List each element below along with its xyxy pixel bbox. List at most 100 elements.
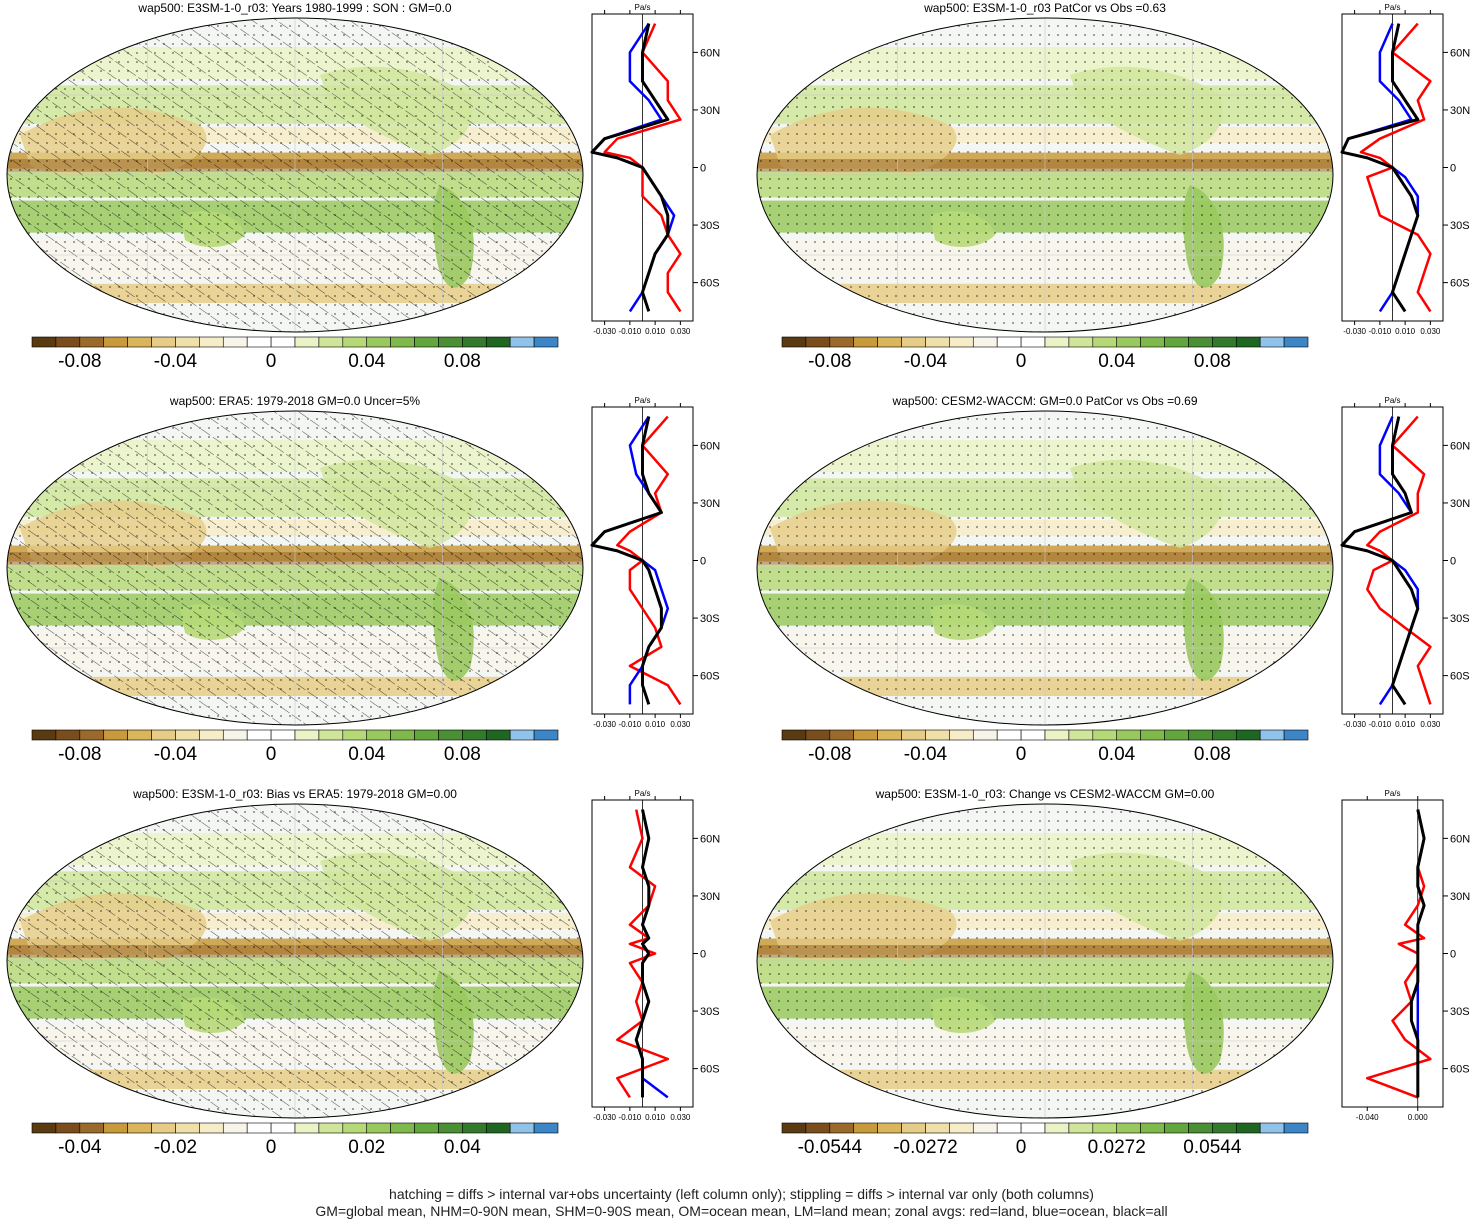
map-title: wap500: E3SM-1-0_r03: Change vs CESM2-WA… <box>875 787 1215 801</box>
zonal-mean-plot: Pa/s 60N 30N 0 30S 60S -0.040 0.000 <box>1341 789 1470 1121</box>
colorbar-swatch <box>79 729 105 741</box>
map-title: wap500: ERA5: 1979-2018 GM=0.0 Uncer=5% <box>169 394 421 408</box>
colorbar-swatch <box>1092 336 1118 348</box>
colorbar-swatch <box>509 729 535 741</box>
zonal-series-ocean <box>1340 23 1420 313</box>
colorbar-swatch <box>151 1122 176 1134</box>
colorbar-swatch <box>199 336 224 348</box>
lat-tick-label: 60N <box>1450 833 1470 845</box>
colorbar-label: -0.04 <box>154 744 198 765</box>
zonal-series-all <box>1340 416 1420 706</box>
zonal-x-tick-label: 0.030 <box>670 327 691 335</box>
zonal-unit-label: Pa/s <box>1384 789 1400 798</box>
colorbar-swatch <box>925 1122 950 1134</box>
colorbar-swatch <box>1283 1122 1309 1134</box>
zonal-series-land <box>1359 22 1432 313</box>
colorbar-swatch <box>1235 336 1261 348</box>
zonal-x-tick-label: -0.010 <box>1369 327 1392 335</box>
colorbar-swatch <box>1116 1122 1141 1134</box>
colorbar-swatch <box>127 336 152 348</box>
colorbar-swatch <box>318 336 344 348</box>
colorbar-swatch <box>925 729 950 741</box>
lat-tick-label: 30N <box>1450 891 1470 903</box>
colorbar-swatch <box>342 1122 368 1134</box>
lat-tick-label: 30N <box>700 498 720 510</box>
panel-p2: wap500: E3SM-1-0_r03 PatCor vs Obs =0.63… <box>750 0 1483 395</box>
zonal-x-tick-label: -0.030 <box>1343 720 1366 728</box>
colorbar-swatch <box>294 336 320 348</box>
zonal-unit-label: Pa/s <box>634 396 650 405</box>
zonal-mean-plot: Pa/s 60N 30N 0 30S 60S -0.030 -0.010 0.010 0.030 <box>590 396 720 728</box>
footer-line-1: hatching = diffs > internal var+obs unce… <box>389 1186 1094 1202</box>
colorbar: -0.08 -0.04 0 0.04 0.08 <box>781 336 1309 372</box>
colorbar-swatch <box>127 1122 152 1134</box>
colorbar-swatch <box>199 1122 224 1134</box>
colorbar-swatch <box>1188 1122 1213 1134</box>
lat-tick-label: 30S <box>1450 613 1470 625</box>
map-title: wap500: E3SM-1-0_r03 PatCor vs Obs =0.63 <box>924 1 1166 15</box>
zonal-unit-label: Pa/s <box>634 3 650 12</box>
zonal-x-tick-label: -0.010 <box>619 720 642 728</box>
lat-tick-label: 30S <box>1450 1006 1470 1018</box>
colorbar-swatch <box>1212 1122 1237 1134</box>
lat-tick-label: 30S <box>1450 220 1470 232</box>
lat-tick-label: 60N <box>700 440 720 452</box>
colorbar-swatch <box>79 336 105 348</box>
colorbar-swatch <box>485 729 511 741</box>
colorbar-label: 0 <box>1016 1137 1027 1158</box>
colorbar-swatch <box>390 336 415 348</box>
colorbar-swatch <box>1235 729 1261 741</box>
zonal-x-tick-label: -0.010 <box>619 1113 642 1121</box>
zonal-x-tick-label: 0.010 <box>645 1113 666 1121</box>
colorbar-swatch <box>462 1122 487 1134</box>
zonal-x-tick-label: -0.040 <box>1356 1113 1379 1121</box>
colorbar-label: 0.04 <box>348 744 385 765</box>
colorbar-swatch <box>246 1122 272 1134</box>
footer-line-2: GM=global mean, NHM=0-90N mean, SHM=0-90… <box>315 1203 1168 1219</box>
lat-tick-label: 30N <box>700 105 720 117</box>
colorbar: -0.08 -0.04 0 0.04 0.08 <box>781 729 1309 765</box>
colorbar-swatch <box>509 1122 535 1134</box>
map-plot <box>6 17 584 333</box>
colorbar-label: 0.08 <box>1194 744 1231 765</box>
colorbar: -0.04 -0.02 0 0.02 0.04 <box>31 1122 559 1158</box>
zonal-x-tick-label: 0.010 <box>1395 720 1416 728</box>
map-plot <box>756 410 1334 726</box>
map-border <box>756 17 1334 333</box>
colorbar-swatch <box>318 1122 344 1134</box>
colorbar-swatch <box>31 1122 57 1134</box>
panel-p5: wap500: E3SM-1-0_r03: Bias vs ERA5: 1979… <box>0 786 740 1181</box>
colorbar-swatch <box>996 1122 1022 1134</box>
zonal-x-tick-label: -0.030 <box>1343 327 1366 335</box>
colorbar-swatch <box>175 729 200 741</box>
zonal-mean-plot: Pa/s 60N 30N 0 30S 60S -0.030 -0.010 0.010 0.030 <box>591 789 720 1121</box>
lat-tick-label: 0 <box>1450 163 1456 175</box>
colorbar-label: 0 <box>266 351 277 372</box>
colorbar-swatch <box>55 729 81 741</box>
colorbar-swatch <box>1044 1122 1070 1134</box>
colorbar-swatch <box>1283 729 1309 741</box>
colorbar-label: -0.0272 <box>893 1137 957 1158</box>
colorbar-swatch <box>1140 729 1165 741</box>
colorbar-swatch <box>829 729 855 741</box>
zonal-x-tick-label: 0.030 <box>1420 720 1441 728</box>
colorbar-label: -0.02 <box>154 1137 197 1158</box>
lat-tick-label: 30S <box>700 1006 720 1018</box>
colorbar-swatch <box>1044 336 1070 348</box>
panel-p3: wap500: ERA5: 1979-2018 GM=0.0 Uncer=5% P… <box>0 393 740 788</box>
colorbar-swatch <box>294 729 320 741</box>
map-border <box>756 410 1334 726</box>
lat-tick-label: 60S <box>700 278 720 290</box>
lat-tick-label: 30S <box>700 220 720 232</box>
colorbar-swatch <box>294 1122 320 1134</box>
colorbar-label: -0.0544 <box>798 1137 863 1158</box>
colorbar-label: 0.0272 <box>1088 1137 1146 1158</box>
colorbar-swatch <box>925 336 950 348</box>
zonal-series-all <box>1340 23 1420 313</box>
colorbar-swatch <box>366 1122 391 1134</box>
colorbar-swatch <box>949 336 974 348</box>
zonal-series-all <box>1409 809 1426 1098</box>
colorbar-swatch <box>1140 1122 1165 1134</box>
colorbar-swatch <box>199 729 224 741</box>
colorbar-swatch <box>222 729 248 741</box>
